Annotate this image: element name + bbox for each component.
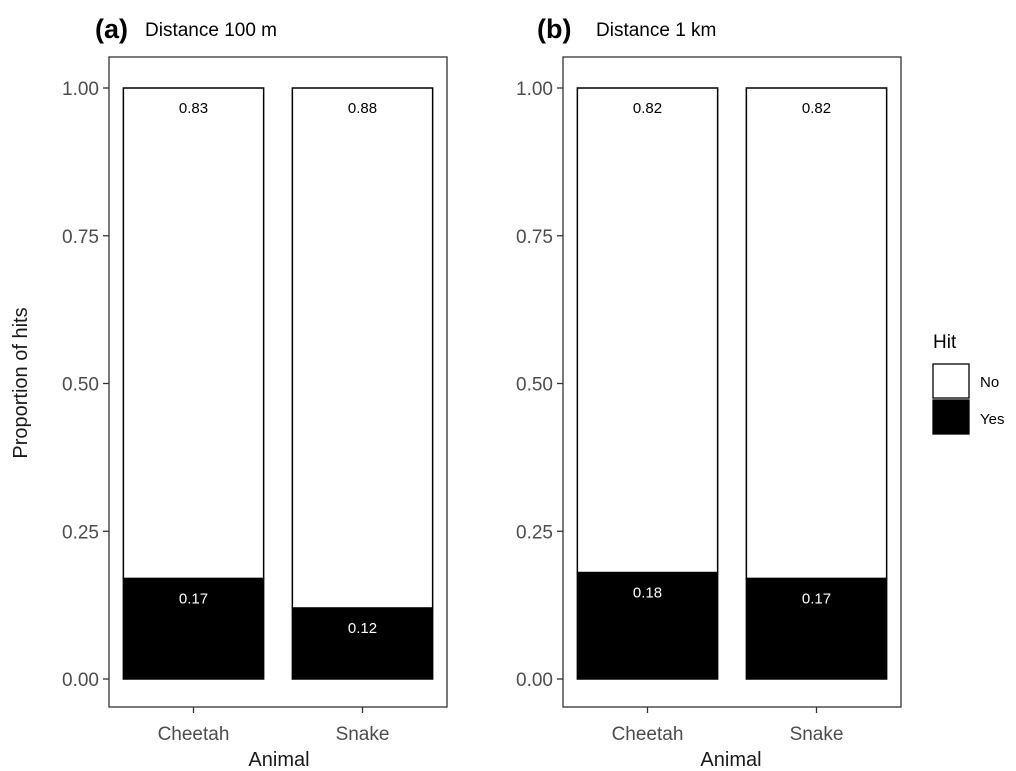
panel-b-y-tick-label: 0.75	[516, 227, 553, 248]
panel-b-x-tick-label: Cheetah	[612, 724, 684, 745]
panel-a-bar-yes-cheetah	[122, 577, 265, 680]
panel-a-bar-yes-snake	[291, 607, 434, 680]
panel-a-y-tick-label: 0.50	[62, 375, 99, 396]
panel-a-bar-label-no-snake: 0.88	[348, 100, 377, 117]
panel-a-bar-label-yes-cheetah: 0.17	[179, 591, 208, 608]
panel-b-y-tick-label: 0.25	[516, 522, 553, 543]
panel-b-y-axis: 0.00 0.25 0.50 0.75 1.00	[516, 79, 563, 691]
panel-b-bar-label-no-cheetah: 0.82	[633, 100, 662, 117]
panel-b: (b) Distance 1 km 0.00 0.25 0.50 0.75 1.00 0…	[516, 14, 902, 771]
panel-a-bars: 0.83 0.17 0.88 0.12	[122, 87, 434, 680]
panel-b-x-tick-label: Snake	[790, 724, 844, 745]
panel-b-bar-yes-snake	[745, 577, 888, 680]
panel-b-y-tick-label: 1.00	[516, 79, 553, 100]
panel-a-bar-no-snake	[291, 87, 434, 609]
panel-b-bar-no-cheetah	[576, 87, 719, 574]
panel-b-bar-yes-cheetah	[576, 571, 719, 680]
panel-b-border	[562, 56, 902, 708]
panel-b-bars: 0.82 0.18 0.82 0.17	[576, 87, 888, 680]
panel-a-y-tick-label: 0.75	[62, 227, 99, 248]
panel-a: (a) Distance 100 m 0.000.250.500.751.00 …	[10, 14, 448, 771]
y-axis-title: Proportion of hits	[10, 307, 32, 458]
panel-a-border	[108, 56, 448, 708]
panel-b-y-tick-label: 0.00	[516, 670, 553, 691]
panel-a-x-axis: Cheetah Snake	[158, 707, 390, 745]
panel-a-title: Distance 100 m	[145, 20, 277, 41]
legend-label-yes: Yes	[980, 411, 1004, 428]
panel-a-y-tick-label: 0.00	[62, 670, 99, 691]
panel-a-x-tick-label: Snake	[336, 724, 390, 745]
panel-b-bar-label-yes-cheetah: 0.18	[633, 585, 662, 602]
panel-b-letter: (b)	[537, 14, 571, 44]
legend-label-no: No	[980, 374, 999, 391]
panel-b-bar-label-yes-snake: 0.17	[802, 591, 831, 608]
panel-a-y-axis: 0.00 0.25 0.50 0.75 1.00	[62, 79, 109, 691]
panel-b-x-axis: Cheetah Snake	[612, 707, 844, 745]
panel-a-x-tick-label: Cheetah	[158, 724, 230, 745]
panel-a-y-tick-label: 0.25	[62, 522, 99, 543]
panel-a-bar-label-yes-snake: 0.12	[348, 620, 377, 637]
panel-b-bar-no-snake	[745, 87, 888, 580]
panel-a-x-axis-title: Animal	[248, 749, 309, 771]
panel-a-y-tick-label: 1.00	[62, 79, 99, 100]
panel-b-bar-label-no-snake: 0.82	[802, 100, 831, 117]
panel-b-x-axis-title: Animal	[700, 749, 761, 771]
legend-title: Hit	[933, 332, 957, 353]
legend-key-no	[932, 363, 970, 399]
legend: Hit No Yes	[932, 332, 1004, 435]
panel-a-bar-no-cheetah	[122, 87, 265, 580]
legend-key-yes	[932, 399, 970, 435]
panel-a-letter: (a)	[95, 14, 128, 44]
panel-b-title: Distance 1 km	[596, 20, 716, 41]
panel-b-y-tick-label: 0.50	[516, 375, 553, 396]
panel-a-bar-label-no-cheetah: 0.83	[179, 100, 208, 117]
